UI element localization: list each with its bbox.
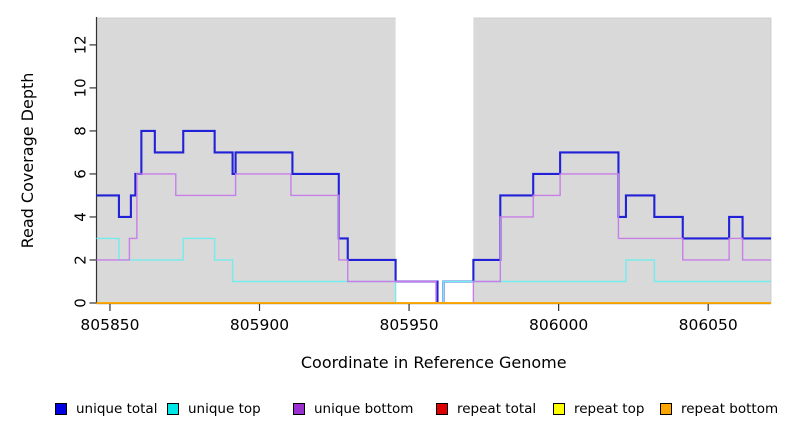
legend-item-unique-bottom: unique bottom [293,399,413,419]
no-coverage-band [395,17,474,303]
legend-label: repeat top [574,401,645,417]
coverage-depth-chart: 0 2 4 6 8 10 12 805850 805900 805950 806000 806050 R… [18,17,772,372]
repeat-bottom-swatch-icon [660,403,672,415]
legend-item-repeat-bottom: repeat bottom [660,399,778,419]
chart-legend: unique total unique top unique bottom re… [0,399,792,423]
repeat-total-swatch-icon [436,403,448,415]
legend-label: unique top [188,401,261,417]
y-tick-label: 2 [72,255,90,265]
y-tick-label: 8 [72,126,90,136]
series-line-unique-top [96,237,771,304]
y-tick-label: 4 [72,212,90,222]
y-axis-title: Read Coverage Depth [18,73,37,249]
x-tick-label: 805850 [80,316,139,334]
legend-label: repeat bottom [681,401,779,417]
unique-bottom-swatch-icon [293,403,305,415]
legend-label: unique bottom [314,401,414,417]
legend-item-unique-top: unique top [167,399,261,419]
legend-item-repeat-total: repeat total [436,399,536,419]
repeat-top-swatch-icon [553,403,565,415]
x-axis-title: Coordinate in Reference Genome [301,353,567,372]
x-tick-label: 806050 [679,316,738,334]
x-tick-label: 806000 [529,316,588,334]
series-line-unique-total [96,129,771,305]
plot-canvas: 0 2 4 6 8 10 12 805850 805900 805950 806000 806050 R… [18,17,772,372]
unique-top-swatch-icon [167,403,179,415]
legend-item-unique-total: unique total [55,399,157,419]
legend-label: repeat total [457,401,537,417]
legend-item-repeat-top: repeat top [553,399,644,419]
y-tick-label: 10 [72,78,90,97]
x-tick-label: 805900 [230,316,289,334]
legend-label: unique total [76,401,158,417]
y-tick-label: 0 [72,298,90,308]
y-tick-label: 12 [72,35,90,54]
x-tick-label: 805950 [379,316,438,334]
y-tick-label: 6 [72,169,90,179]
unique-total-swatch-icon [55,403,67,415]
